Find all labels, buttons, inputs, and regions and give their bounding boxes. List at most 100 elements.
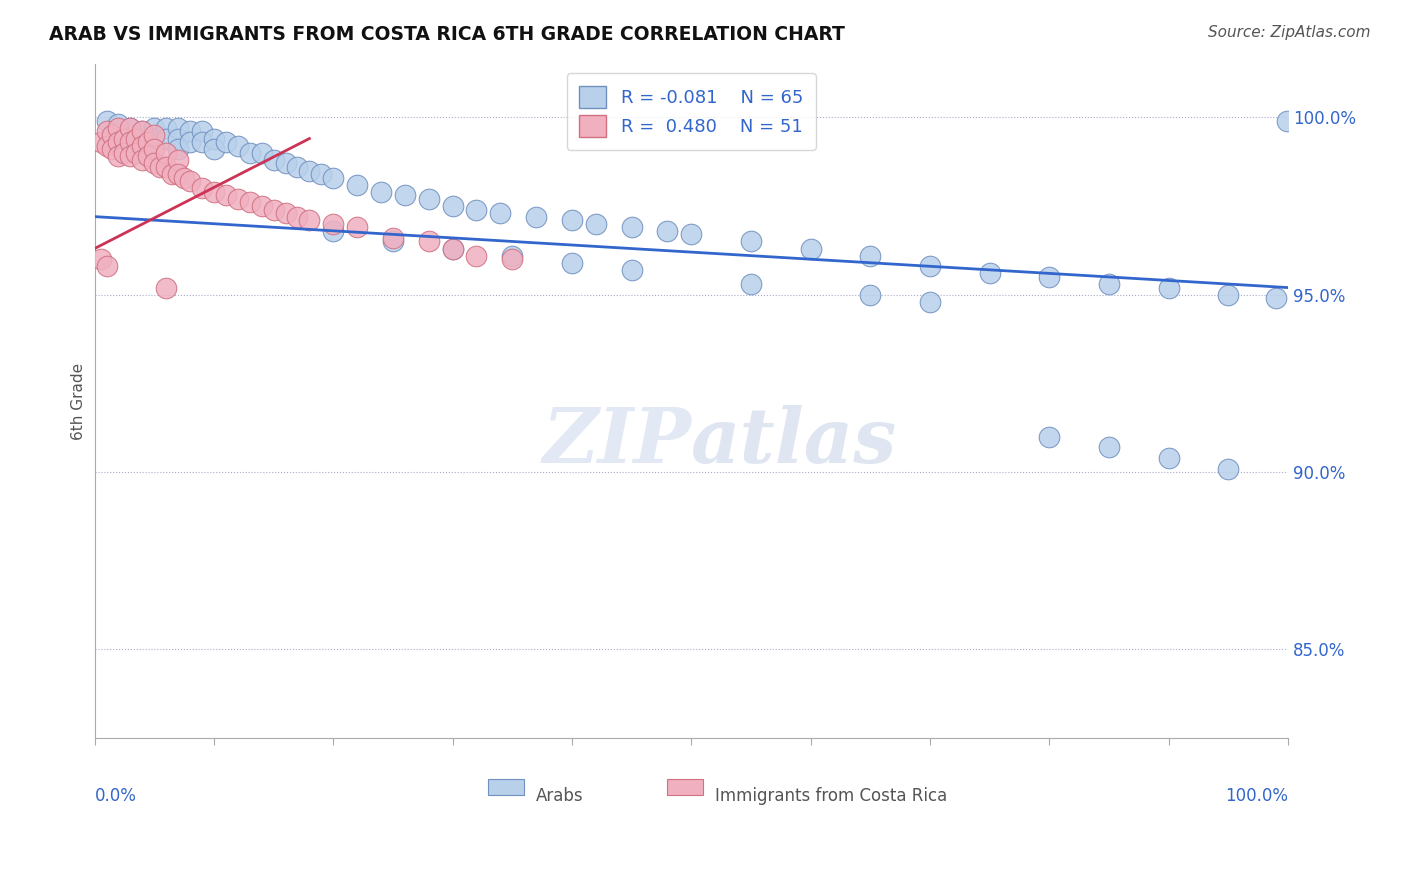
Point xyxy=(167,131,190,145)
Point xyxy=(1038,269,1060,284)
Point xyxy=(107,117,129,131)
Point xyxy=(322,170,344,185)
Point xyxy=(191,124,214,138)
Point xyxy=(179,174,201,188)
Point xyxy=(501,249,523,263)
Point xyxy=(143,142,166,156)
Point xyxy=(136,149,159,163)
Point xyxy=(465,249,488,263)
Point xyxy=(112,145,135,160)
Point xyxy=(226,192,249,206)
Point xyxy=(370,185,392,199)
Point xyxy=(239,195,262,210)
Point xyxy=(155,131,177,145)
Point xyxy=(620,220,643,235)
Point xyxy=(859,287,882,301)
Point xyxy=(1038,429,1060,443)
Point xyxy=(101,142,124,156)
Point xyxy=(125,145,148,160)
Point xyxy=(418,192,440,206)
Text: 0.0%: 0.0% xyxy=(94,787,136,805)
Point xyxy=(524,210,547,224)
Point xyxy=(274,156,297,170)
Point xyxy=(381,235,404,249)
Point xyxy=(107,120,129,135)
Point xyxy=(160,167,183,181)
Point xyxy=(202,131,225,145)
Text: 100.0%: 100.0% xyxy=(1225,787,1288,805)
Point xyxy=(561,256,583,270)
Point xyxy=(120,120,142,135)
Point xyxy=(120,135,142,149)
Point xyxy=(96,113,118,128)
Point xyxy=(620,263,643,277)
Point xyxy=(143,120,166,135)
Point xyxy=(167,142,190,156)
Text: Source: ZipAtlas.com: Source: ZipAtlas.com xyxy=(1208,25,1371,40)
Point xyxy=(101,128,124,142)
Point xyxy=(346,178,368,192)
Point xyxy=(250,145,273,160)
Point xyxy=(215,135,238,149)
Text: ARAB VS IMMIGRANTS FROM COSTA RICA 6TH GRADE CORRELATION CHART: ARAB VS IMMIGRANTS FROM COSTA RICA 6TH G… xyxy=(49,25,845,44)
Point xyxy=(143,131,166,145)
Point xyxy=(155,280,177,294)
Point xyxy=(155,160,177,174)
Point xyxy=(1157,450,1180,465)
Point xyxy=(441,242,464,256)
Point xyxy=(1098,440,1121,454)
Point xyxy=(107,135,129,149)
Legend: R = -0.081    N = 65, R =  0.480    N = 51: R = -0.081 N = 65, R = 0.480 N = 51 xyxy=(567,73,815,150)
Point xyxy=(740,277,762,291)
Point xyxy=(112,131,135,145)
Point xyxy=(1218,287,1240,301)
Point xyxy=(131,124,153,138)
Point xyxy=(465,202,488,217)
Point xyxy=(287,210,309,224)
Point xyxy=(136,135,159,149)
FancyBboxPatch shape xyxy=(488,779,524,796)
Point xyxy=(489,206,512,220)
Point xyxy=(585,217,607,231)
Point xyxy=(681,227,703,242)
Point xyxy=(226,138,249,153)
Point xyxy=(298,163,321,178)
Point xyxy=(90,135,112,149)
Point xyxy=(90,252,112,267)
Point xyxy=(120,149,142,163)
Point xyxy=(149,160,172,174)
Point xyxy=(441,242,464,256)
Point xyxy=(657,224,679,238)
Point xyxy=(107,149,129,163)
Point xyxy=(561,213,583,227)
Point xyxy=(155,120,177,135)
Point xyxy=(215,188,238,202)
Text: Arabs: Arabs xyxy=(536,787,583,805)
Text: ZIP: ZIP xyxy=(543,405,692,479)
Point xyxy=(120,120,142,135)
Point xyxy=(418,235,440,249)
Point xyxy=(96,138,118,153)
Point xyxy=(859,249,882,263)
Point xyxy=(800,242,823,256)
Point xyxy=(394,188,416,202)
Point xyxy=(311,167,333,181)
Point xyxy=(1157,280,1180,294)
Point xyxy=(167,167,190,181)
Point xyxy=(322,224,344,238)
Point xyxy=(143,156,166,170)
Point xyxy=(202,142,225,156)
Point xyxy=(740,235,762,249)
Point xyxy=(179,135,201,149)
Point xyxy=(131,138,153,153)
Text: Immigrants from Costa Rica: Immigrants from Costa Rica xyxy=(716,787,948,805)
Point xyxy=(96,260,118,274)
Point xyxy=(179,124,201,138)
Point xyxy=(191,135,214,149)
Point xyxy=(143,128,166,142)
Point xyxy=(918,260,941,274)
Point xyxy=(202,185,225,199)
Point xyxy=(1275,113,1298,128)
Point xyxy=(287,160,309,174)
Point xyxy=(96,124,118,138)
